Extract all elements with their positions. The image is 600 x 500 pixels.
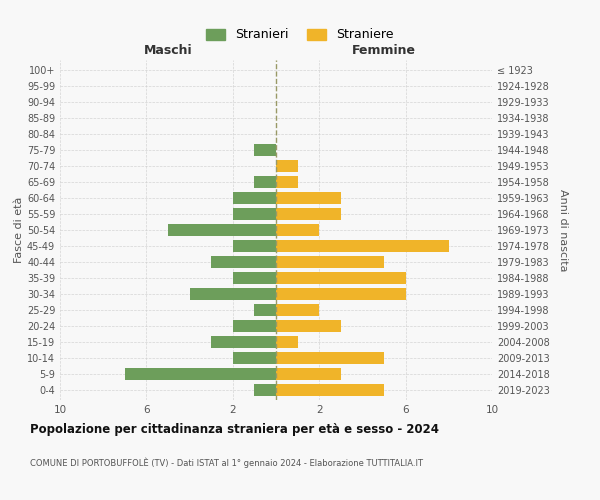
Bar bbox=[276, 272, 406, 284]
Bar bbox=[125, 368, 276, 380]
Bar bbox=[233, 352, 276, 364]
Bar bbox=[276, 384, 384, 396]
Legend: Stranieri, Straniere: Stranieri, Straniere bbox=[203, 24, 397, 46]
Bar bbox=[233, 208, 276, 220]
Bar bbox=[276, 336, 298, 348]
Bar bbox=[254, 144, 276, 156]
Bar bbox=[276, 320, 341, 332]
Bar bbox=[276, 176, 298, 188]
Bar bbox=[211, 256, 276, 268]
Text: Maschi: Maschi bbox=[143, 44, 193, 57]
Bar bbox=[276, 352, 384, 364]
Bar bbox=[190, 288, 276, 300]
Text: Popolazione per cittadinanza straniera per età e sesso - 2024: Popolazione per cittadinanza straniera p… bbox=[30, 422, 439, 436]
Bar bbox=[276, 224, 319, 236]
Bar bbox=[233, 272, 276, 284]
Bar bbox=[276, 288, 406, 300]
Bar bbox=[276, 256, 384, 268]
Bar bbox=[254, 176, 276, 188]
Bar bbox=[276, 304, 319, 316]
Text: COMUNE DI PORTOBUFFOLÈ (TV) - Dati ISTAT al 1° gennaio 2024 - Elaborazione TUTTI: COMUNE DI PORTOBUFFOLÈ (TV) - Dati ISTAT… bbox=[30, 458, 423, 468]
Bar bbox=[233, 240, 276, 252]
Y-axis label: Fasce di età: Fasce di età bbox=[14, 197, 24, 263]
Bar bbox=[254, 384, 276, 396]
Bar bbox=[211, 336, 276, 348]
Text: Femmine: Femmine bbox=[352, 44, 416, 57]
Bar bbox=[233, 320, 276, 332]
Bar bbox=[233, 192, 276, 204]
Bar bbox=[276, 240, 449, 252]
Bar bbox=[168, 224, 276, 236]
Bar bbox=[254, 304, 276, 316]
Bar bbox=[276, 192, 341, 204]
Bar bbox=[276, 208, 341, 220]
Y-axis label: Anni di nascita: Anni di nascita bbox=[558, 188, 568, 271]
Bar bbox=[276, 368, 341, 380]
Bar bbox=[276, 160, 298, 172]
